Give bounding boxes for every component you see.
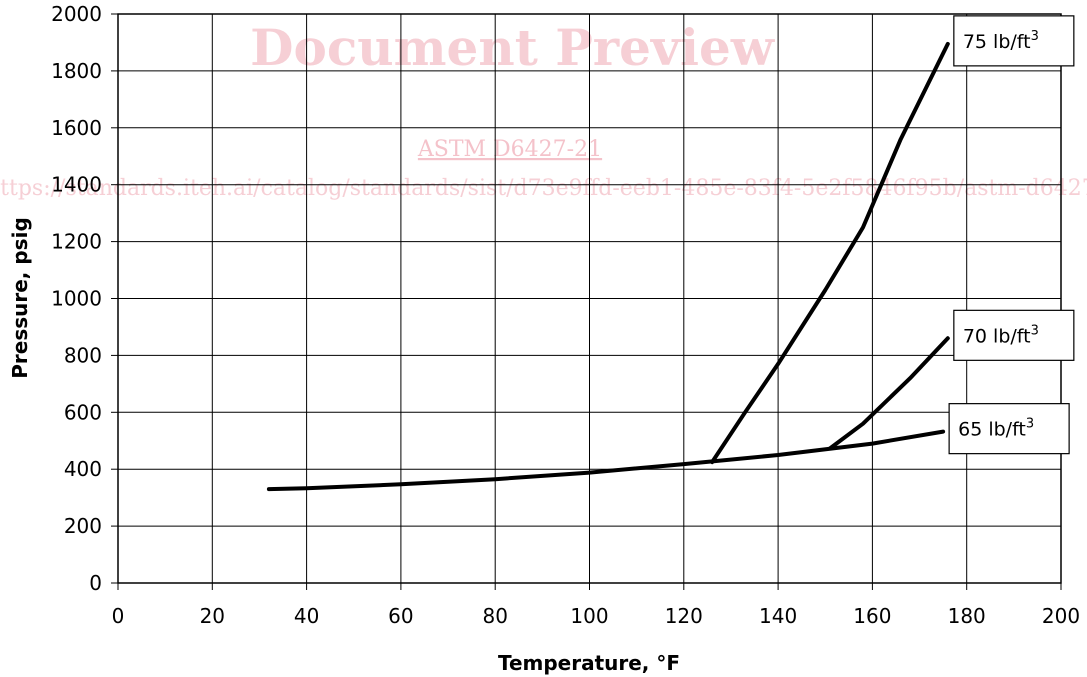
legend-superscript: 3 <box>1031 29 1039 44</box>
series-line-2 <box>710 41 950 465</box>
x-tick-label: 120 <box>665 604 703 628</box>
legend-series-name: 75 lb/ft <box>963 31 1031 53</box>
legend-box <box>953 15 1075 67</box>
y-tick-label: 1400 <box>51 173 102 197</box>
watermark-url: https://standards.iteh.ai/catalog/standa… <box>0 176 1087 201</box>
legend-superscript: 3 <box>1026 417 1034 432</box>
legend-superscript: 3 <box>1031 323 1039 338</box>
y-tick-label: 200 <box>64 514 102 538</box>
y-axis-title: Pressure, psig <box>8 217 32 379</box>
legend-box <box>948 403 1070 455</box>
y-tick-label: 600 <box>64 400 102 424</box>
x-tick-label: 140 <box>759 604 797 628</box>
series-line-0 <box>266 429 946 492</box>
x-tick-label: 60 <box>388 604 413 628</box>
y-tick-label: 400 <box>64 457 102 481</box>
y-tick-label: 1800 <box>51 59 102 83</box>
x-axis-ticks: 0 20 40 60 80 100 120 140 160 180 200 <box>112 583 1080 628</box>
watermark-title: Document Preview <box>250 18 776 77</box>
y-tick-label: 1000 <box>51 287 102 311</box>
watermark: Document Preview ASTM D6427-21 https://s… <box>0 18 1087 201</box>
x-tick-label: 160 <box>853 604 891 628</box>
y-tick-label: 1200 <box>51 230 102 254</box>
x-tick-label: 200 <box>1042 604 1080 628</box>
series-layer <box>266 41 950 492</box>
legend-box <box>953 309 1075 361</box>
x-tick-label: 100 <box>570 604 608 628</box>
x-tick-label: 0 <box>112 604 125 628</box>
x-tick-label: 20 <box>200 604 225 628</box>
y-axis-ticks: 0 200 400 600 800 1000 1200 1400 1600 1800 2000 <box>51 2 118 595</box>
y-tick-label: 800 <box>64 343 102 367</box>
y-tick-label: 1600 <box>51 116 102 140</box>
x-tick-label: 80 <box>482 604 507 628</box>
legend-text: 75 lb/ft3 <box>963 29 1039 53</box>
x-axis-title: Temperature, °F <box>498 651 680 675</box>
watermark-standard: ASTM D6427-21 <box>417 137 602 162</box>
y-tick-label: 2000 <box>51 2 102 26</box>
legend-text: 65 lb/ft3 <box>958 417 1034 441</box>
legend-label-2: 75 lb/ft3 <box>953 15 1075 67</box>
y-tick-label: 0 <box>89 571 102 595</box>
series-line-1 <box>828 336 950 451</box>
legend-label-0: 65 lb/ft3 <box>948 403 1070 455</box>
x-tick-label: 40 <box>294 604 319 628</box>
x-tick-label: 180 <box>948 604 986 628</box>
legend-series-name: 65 lb/ft <box>958 419 1026 441</box>
legend-text: 70 lb/ft3 <box>963 323 1039 347</box>
legend-series-name: 70 lb/ft <box>963 325 1031 347</box>
legend-label-1: 70 lb/ft3 <box>953 309 1075 361</box>
